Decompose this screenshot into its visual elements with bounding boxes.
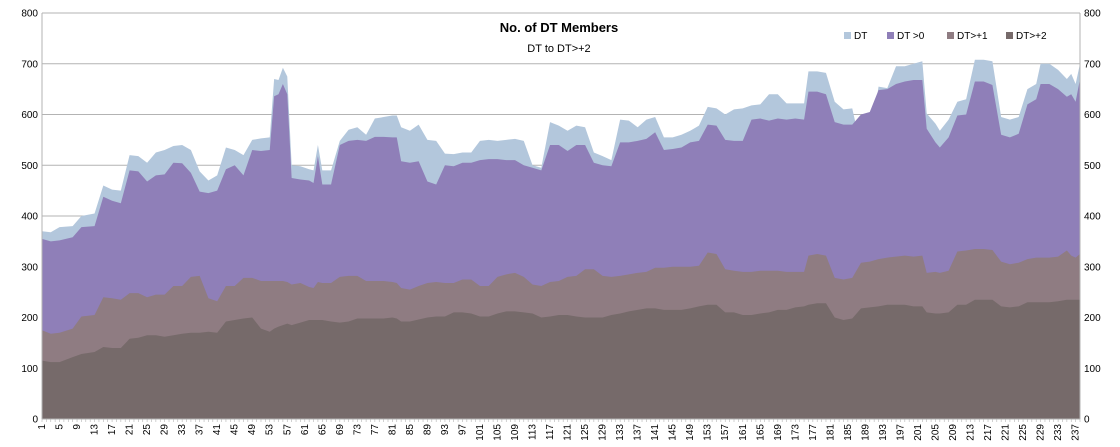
y-tick-left-300: 300 bbox=[21, 262, 38, 273]
x-tick-label-57: 57 bbox=[282, 424, 293, 436]
x-tick-label-69: 69 bbox=[335, 424, 346, 436]
x-tick-label-221: 221 bbox=[1001, 424, 1012, 441]
x-tick-label-37: 37 bbox=[195, 424, 206, 436]
x-tick-label-85: 85 bbox=[405, 424, 416, 436]
y-tick-left-600: 600 bbox=[21, 110, 38, 121]
x-tick-label-165: 165 bbox=[755, 424, 766, 441]
y-tick-left-500: 500 bbox=[21, 161, 38, 172]
legend-swatch-3 bbox=[1006, 32, 1013, 39]
x-tick-label-217: 217 bbox=[983, 424, 994, 441]
legend-swatch-1 bbox=[887, 32, 894, 39]
y-axis-left: 0 100 200 300 400 500 600 700 800 bbox=[21, 9, 38, 426]
y-axis-right: 0 100 200 300 400 500 600 700 800 bbox=[1084, 9, 1101, 426]
x-tick-label-33: 33 bbox=[177, 424, 188, 436]
x-tick-label-129: 129 bbox=[598, 424, 609, 441]
x-tick-label-45: 45 bbox=[230, 424, 241, 436]
y-tick-right-800: 800 bbox=[1084, 9, 1101, 20]
x-tick-label-133: 133 bbox=[615, 424, 626, 441]
x-tick-label-89: 89 bbox=[422, 424, 433, 436]
y-tick-right-300: 300 bbox=[1084, 262, 1101, 273]
x-tick-label-125: 125 bbox=[580, 424, 591, 441]
x-tick-label-161: 161 bbox=[738, 424, 749, 441]
x-tick-label-49: 49 bbox=[247, 424, 258, 436]
x-tick-label-225: 225 bbox=[1018, 424, 1029, 441]
x-tick-label-137: 137 bbox=[633, 424, 644, 441]
y-tick-right-100: 100 bbox=[1084, 364, 1101, 375]
legend: DT DT >0 DT>+1 DT>+2 bbox=[844, 31, 1047, 42]
x-tick-label-77: 77 bbox=[370, 424, 381, 436]
y-tick-left-800: 800 bbox=[21, 9, 38, 20]
x-tick-label-81: 81 bbox=[387, 424, 398, 436]
x-tick-label-201: 201 bbox=[913, 424, 924, 441]
x-axis: 1 5 9 13 17 21 25 29 33 37 41 45 49 53 57 61 65 69 73 77 81 8… bbox=[37, 419, 1082, 441]
x-tick-label-173: 173 bbox=[790, 424, 801, 441]
legend-label-1: DT >0 bbox=[897, 31, 925, 42]
x-tick-label-149: 149 bbox=[685, 424, 696, 441]
x-tick-label-109: 109 bbox=[510, 424, 521, 441]
x-tick-label-13: 13 bbox=[90, 424, 101, 436]
legend-swatch-2 bbox=[947, 32, 954, 39]
x-tick-label-1: 1 bbox=[37, 424, 48, 430]
y-tick-right-600: 600 bbox=[1084, 110, 1101, 121]
x-tick-label-93: 93 bbox=[440, 424, 451, 436]
x-tick-label-25: 25 bbox=[142, 424, 153, 436]
legend-label-2: DT>+1 bbox=[957, 31, 988, 42]
x-tick-label-121: 121 bbox=[563, 424, 574, 441]
area-series bbox=[42, 59, 1080, 419]
x-tick-label-181: 181 bbox=[825, 424, 836, 441]
x-tick-label-17: 17 bbox=[107, 424, 118, 436]
x-tick-label-169: 169 bbox=[773, 424, 784, 441]
x-tick-label-145: 145 bbox=[668, 424, 679, 441]
x-tick-label-153: 153 bbox=[703, 424, 714, 441]
x-tick-label-233: 233 bbox=[1053, 424, 1064, 441]
x-tick-label-5: 5 bbox=[55, 424, 66, 430]
y-tick-left-100: 100 bbox=[21, 364, 38, 375]
y-tick-left-0: 0 bbox=[32, 415, 38, 426]
x-tick-label-209: 209 bbox=[948, 424, 959, 441]
x-tick-label-193: 193 bbox=[878, 424, 889, 441]
x-tick-label-101: 101 bbox=[475, 424, 486, 441]
x-tick-label-73: 73 bbox=[352, 424, 363, 436]
x-tick-label-185: 185 bbox=[843, 424, 854, 441]
x-tick-label-177: 177 bbox=[808, 424, 819, 441]
x-tick-label-237: 237 bbox=[1071, 424, 1082, 441]
x-tick-label-113: 113 bbox=[528, 424, 539, 440]
legend-label-0: DT bbox=[854, 31, 867, 42]
x-tick-label-197: 197 bbox=[895, 424, 906, 441]
x-tick-label-205: 205 bbox=[930, 424, 941, 441]
y-tick-right-700: 700 bbox=[1084, 59, 1101, 70]
axes bbox=[41, 13, 1081, 420]
y-tick-right-500: 500 bbox=[1084, 161, 1101, 172]
x-tick-label-213: 213 bbox=[966, 424, 977, 441]
x-tick-label-21: 21 bbox=[125, 424, 136, 436]
x-tick-label-53: 53 bbox=[265, 424, 276, 436]
legend-label-3: DT>+2 bbox=[1016, 31, 1047, 42]
x-tick-label-117: 117 bbox=[545, 424, 556, 440]
x-tick-label-229: 229 bbox=[1036, 424, 1047, 441]
y-tick-right-0: 0 bbox=[1084, 415, 1090, 426]
x-tick-label-41: 41 bbox=[212, 424, 223, 436]
chart-subtitle: DT to DT>+2 bbox=[527, 43, 590, 55]
y-tick-left-200: 200 bbox=[21, 313, 38, 324]
x-tick-label-141: 141 bbox=[650, 424, 661, 441]
x-tick-label-61: 61 bbox=[300, 424, 311, 436]
x-tick-label-97: 97 bbox=[457, 424, 468, 436]
x-tick-label-29: 29 bbox=[160, 424, 171, 436]
legend-swatch-0 bbox=[844, 32, 851, 39]
chart-title: No. of DT Members bbox=[500, 20, 618, 35]
x-tick-label-65: 65 bbox=[317, 424, 328, 436]
y-tick-left-700: 700 bbox=[21, 59, 38, 70]
x-tick-label-9: 9 bbox=[72, 424, 83, 430]
y-tick-left-400: 400 bbox=[21, 212, 38, 223]
y-tick-right-200: 200 bbox=[1084, 313, 1101, 324]
x-tick-label-189: 189 bbox=[860, 424, 871, 441]
area-series-3 bbox=[42, 299, 1080, 419]
x-tick-label-157: 157 bbox=[720, 424, 731, 441]
y-tick-right-400: 400 bbox=[1084, 212, 1101, 223]
x-tick-label-105: 105 bbox=[492, 424, 503, 441]
